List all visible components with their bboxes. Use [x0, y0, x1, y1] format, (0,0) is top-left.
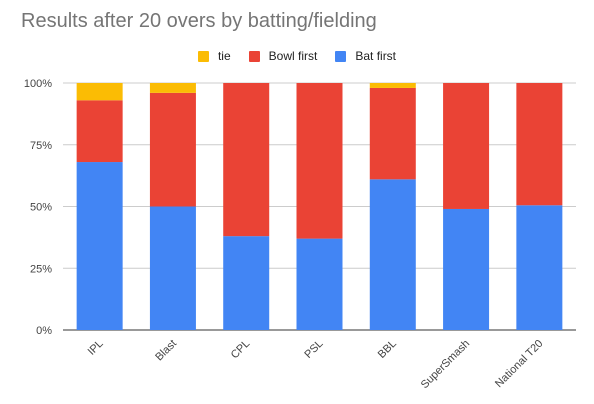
bar-bat-first	[516, 205, 563, 330]
x-tick-label: Blast	[153, 338, 179, 364]
bar-bowl-first	[369, 87, 416, 180]
legend-label-bowl-first: Bowl first	[268, 49, 318, 63]
legend-item-tie: tie	[197, 49, 231, 63]
y-tick-label: 75%	[30, 140, 52, 152]
x-tick-label: BBL	[376, 338, 399, 361]
bar-tie	[76, 83, 123, 101]
bar-bat-first	[76, 162, 123, 330]
bar-bowl-first	[516, 83, 563, 206]
bar-bowl-first	[149, 92, 196, 207]
y-tick-label: 50%	[30, 202, 52, 214]
legend-swatch-tie	[197, 50, 209, 62]
legend-label-bat-first: Bat first	[355, 49, 397, 63]
legend-swatch-bowl-first	[248, 50, 260, 62]
bar-bat-first	[223, 236, 270, 330]
x-tick-label: National T20	[493, 338, 545, 390]
legend-label-tie: tie	[217, 49, 231, 63]
legend: tie Bowl first Bat first	[0, 49, 594, 63]
chart-title: Results after 20 overs by batting/fieldi…	[21, 10, 377, 32]
bar-bat-first	[369, 179, 416, 330]
bar-bat-first	[149, 206, 196, 330]
bar-bowl-first	[443, 83, 490, 209]
bar-bowl-first	[296, 83, 343, 239]
bar-tie	[369, 83, 416, 88]
legend-swatch-bat-first	[335, 50, 347, 62]
bar-bowl-first	[76, 100, 123, 163]
bar-bowl-first	[223, 83, 270, 237]
y-tick-label: 25%	[30, 263, 52, 275]
x-tick-label: PSL	[302, 338, 325, 361]
x-tick-label: SuperSmash	[419, 338, 472, 391]
x-tick-label: CPL	[229, 338, 253, 362]
bar-tie	[149, 83, 196, 93]
y-tick-label: 0%	[36, 325, 52, 337]
legend-item-bat-first: Bat first	[335, 49, 396, 63]
bar-bat-first	[296, 238, 343, 330]
x-tick-label: IPL	[86, 338, 106, 358]
legend-item-bowl-first: Bowl first	[248, 49, 318, 63]
y-tick-label: 100%	[24, 78, 52, 90]
bar-bat-first	[443, 208, 490, 330]
